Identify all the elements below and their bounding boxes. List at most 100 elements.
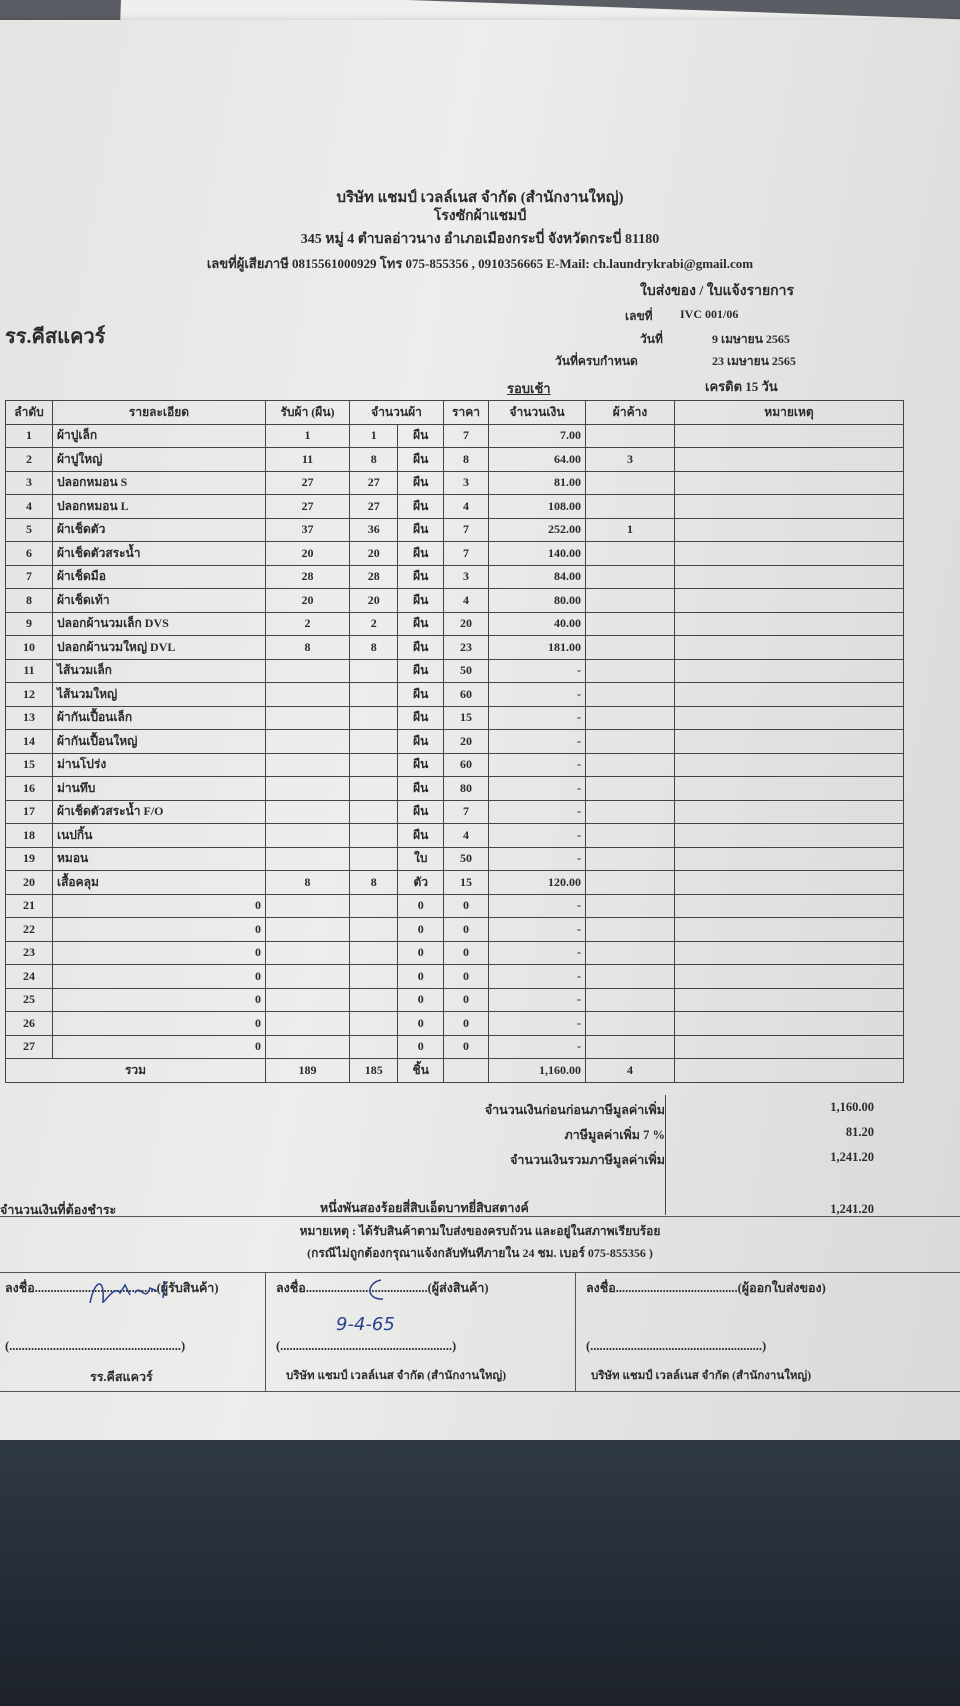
signer-org: บริษัท แชมป์ เวลล์เนส จำกัด (สำนักงานใหญ… — [591, 1370, 812, 1382]
doc-due: 23 เมษายน 2565 — [712, 354, 796, 368]
vat-value: 81.20 — [845, 1125, 874, 1139]
cell-pending — [585, 1034, 675, 1059]
cell-count: 8 — [348, 635, 399, 660]
cell-index: 1 — [5, 423, 53, 448]
cell-received: 8 — [265, 870, 350, 895]
cell-index: 14 — [5, 729, 53, 754]
cell-received: 28 — [265, 564, 350, 589]
cell-price: 0 — [443, 987, 489, 1012]
cell-pending — [585, 729, 675, 754]
cell-count: 8 — [348, 870, 399, 895]
cell-received — [265, 658, 350, 683]
doc-date: 9 เมษายน 2565 — [712, 332, 790, 346]
cell-detail: 0 — [52, 940, 266, 965]
cell-unit: ผืน — [397, 658, 444, 683]
cell-pending — [585, 635, 675, 660]
cell-received — [265, 823, 350, 848]
cell-detail: ผ้าเช็ดตัว — [52, 517, 266, 542]
note-line-2: (กรณีไม่ถูกต้องกรุณาแจ้งกลับทันทีภายใน 2… — [307, 1246, 653, 1260]
table-row: 4 ปลอกหมอน L 27 27 ผืน 4 108.00 — [5, 494, 904, 519]
cell-remark — [674, 447, 904, 472]
table-row: 6 ผ้าเช็ดตัวสระน้ำ 20 20 ผืน 7 140.00 — [5, 541, 904, 566]
cell-received: 8 — [265, 635, 350, 660]
cell-index: 2 — [5, 447, 53, 472]
cell-unit: ผืน — [397, 564, 444, 589]
cell-unit: 0 — [397, 917, 444, 942]
cell-price: 60 — [443, 752, 489, 777]
cell-unit: 0 — [397, 987, 444, 1012]
table-row: 11 ไส้นวมเล็ก ผืน 50- — [5, 658, 904, 683]
cell-detail: หมอน — [52, 846, 266, 871]
cell-detail: 0 — [52, 917, 266, 942]
cell-price: 0 — [443, 964, 489, 989]
cell-detail: ไส้นวมเล็ก — [52, 658, 266, 683]
table-row: 25 0 0 0- — [5, 987, 904, 1012]
cell-count — [348, 799, 399, 824]
cell-index: 21 — [5, 893, 53, 918]
table-row: 12 ไส้นวมใหญ่ ผืน 60- — [5, 682, 904, 707]
cell-remark — [674, 776, 904, 801]
cell-amount: - — [488, 964, 586, 989]
table-row: 2 ผ้าปูใหญ่ 11 8 ผืน 8 64.00 3 — [5, 447, 904, 472]
cell-index: 16 — [5, 776, 53, 801]
cell-remark — [674, 658, 904, 683]
amount-due-words: หนึ่งพันสองร้อยสี่สิบเอ็ดบาทยี่สิบสตางค์ — [320, 1201, 529, 1215]
cell-received: 27 — [265, 470, 350, 495]
cell-unit: 0 — [397, 940, 444, 965]
amount-due-value: 1,241.20 — [830, 1202, 874, 1216]
cell-pending: 3 — [585, 447, 675, 472]
cell-amount: 84.00 — [488, 564, 586, 589]
table-row: 18 เนปกิ้น ผืน 4- — [5, 823, 904, 848]
cell-count — [348, 658, 399, 683]
cell-received — [265, 964, 350, 989]
cell-index: 8 — [5, 588, 53, 613]
cell-count: 1 — [348, 423, 399, 448]
cell-amount: - — [488, 799, 586, 824]
cell-pending — [585, 964, 675, 989]
cell-index: 7 — [5, 564, 53, 589]
cell-amount: 81.00 — [488, 470, 586, 495]
cell-unit: ผืน — [397, 729, 444, 754]
total-received: 189 — [265, 1058, 350, 1083]
company-address: 345 หมู่ 4 ตำบลอ่าวนาง อำเภอเมืองกระบี่ … — [300, 232, 660, 247]
cell-received: 11 — [265, 447, 350, 472]
signature-box-receiver: ลงชื่อ..................................… — [0, 1272, 265, 1392]
cell-unit: 0 — [397, 1034, 444, 1059]
cell-detail: ปลอกผ้านวมเล็ก DVS — [52, 611, 266, 636]
cell-remark — [674, 1034, 904, 1059]
cell-price: 4 — [443, 588, 489, 613]
cell-index: 9 — [5, 611, 53, 636]
cell-detail: ผ้าเช็ดตัวสระน้ำ F/O — [52, 799, 266, 824]
subtotal-label: จำนวนเงินก่อนก่อนภาษีมูลค่าเพิ่ม — [484, 1103, 665, 1117]
cell-pending — [585, 987, 675, 1012]
table-row: 21 0 0 0- — [5, 893, 904, 918]
cell-count: 36 — [348, 517, 399, 542]
cell-received — [265, 682, 350, 707]
table-row: 16 ม่านทึบ ผืน 80- — [5, 776, 904, 801]
handwritten-signature — [369, 1279, 384, 1300]
header-amount: จำนวนเงิน — [488, 400, 586, 425]
cell-received — [265, 705, 350, 730]
cell-index: 10 — [5, 635, 53, 660]
cell-unit: ผืน — [397, 823, 444, 848]
cell-count — [348, 1034, 399, 1059]
cell-price: 0 — [443, 940, 489, 965]
cell-price: 20 — [443, 611, 489, 636]
signature-box-sender: ลงชื่อ..................................… — [265, 1272, 576, 1392]
cell-index: 11 — [5, 658, 53, 683]
cell-amount: - — [488, 1011, 586, 1036]
cell-unit: ผืน — [397, 494, 444, 519]
cell-price: 50 — [443, 658, 489, 683]
total-pending: 4 — [585, 1058, 675, 1083]
cell-price: 0 — [443, 917, 489, 942]
cell-received — [265, 729, 350, 754]
doc-date-label: วันที่ — [640, 332, 663, 346]
cell-detail: ไส้นวมใหญ่ — [52, 682, 266, 707]
cell-unit: ผืน — [397, 705, 444, 730]
cell-count — [348, 917, 399, 942]
cell-price: 15 — [443, 705, 489, 730]
summary-divider — [665, 1095, 666, 1215]
cell-remark — [674, 987, 904, 1012]
cell-price: 20 — [443, 729, 489, 754]
total-count: 185 — [348, 1058, 399, 1083]
